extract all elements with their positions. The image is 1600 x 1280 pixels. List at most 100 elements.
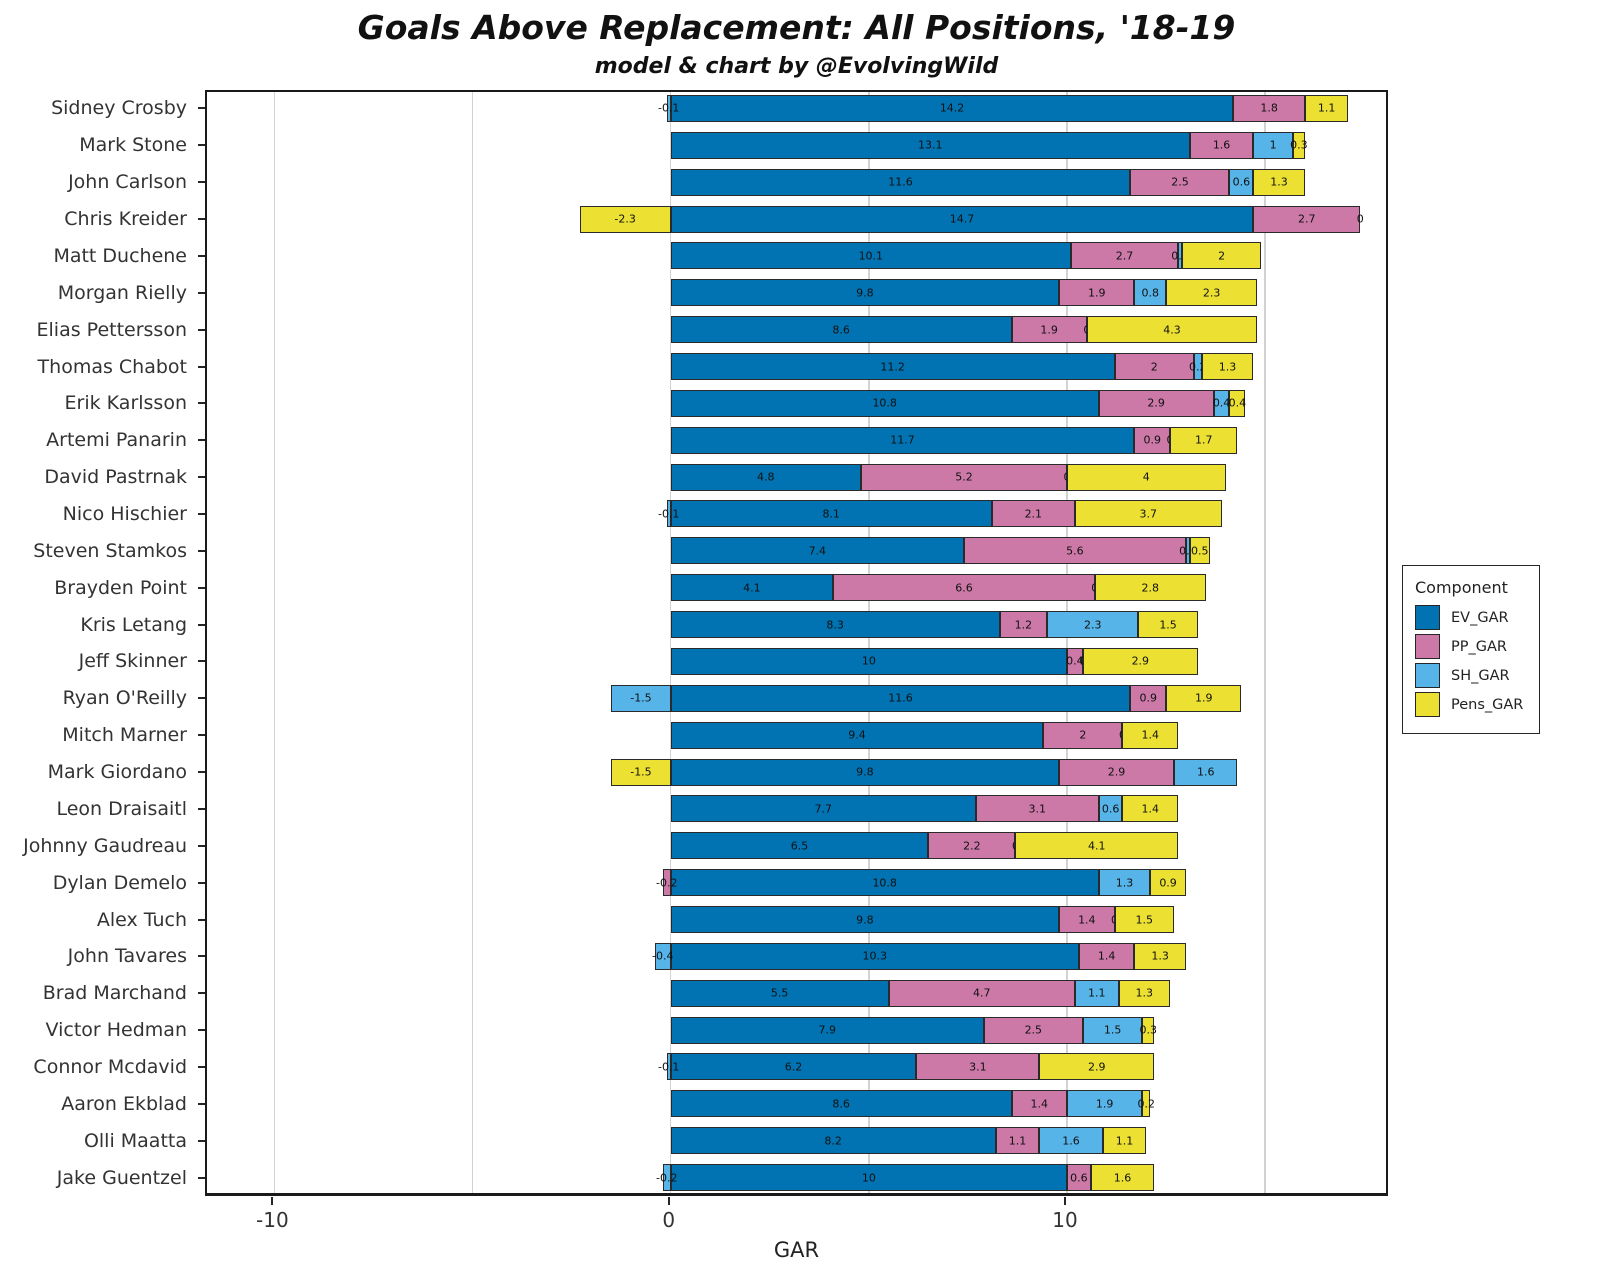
player-name-label: Brad Marchand xyxy=(42,982,187,1005)
legend-entry-ev: EV_GAR xyxy=(1415,605,1523,630)
bar-segment-pp xyxy=(1059,758,1174,786)
y-axis-labels: Sidney Crosby Mark Stone John Carlson Chris… xyxy=(0,90,197,1196)
bar-segment-pens xyxy=(1142,1090,1151,1118)
legend-label: Pens_GAR xyxy=(1451,696,1524,713)
y-tick xyxy=(198,771,205,774)
bar-segment-pp xyxy=(1070,242,1178,270)
player-name-label: Chris Kreider xyxy=(64,208,187,231)
y-tick xyxy=(198,1139,205,1142)
y-tick xyxy=(198,807,205,810)
bar-row: 8.61.904.3 xyxy=(207,316,1386,344)
bar-segment-pp xyxy=(1011,1090,1067,1118)
bar-segment-pp xyxy=(975,795,1099,823)
y-tick xyxy=(198,365,205,368)
bar-segment-pens xyxy=(1150,869,1186,897)
bar-segment-pens xyxy=(611,758,671,786)
bar-segment-pp xyxy=(916,1053,1040,1081)
bar-segment-pens xyxy=(1039,1053,1155,1081)
bar-segment-pens xyxy=(1094,574,1206,602)
bar-segment-sh xyxy=(1185,537,1190,565)
player-name-label: Olli Maatta xyxy=(83,1129,187,1152)
bar-segment-pens xyxy=(1134,942,1186,970)
gridline xyxy=(273,92,276,1193)
bar-segment-ev xyxy=(670,242,1071,270)
bar-segment-pp xyxy=(1067,647,1083,675)
bar-segment-pp xyxy=(1134,426,1171,454)
bar-segment-pp xyxy=(1114,353,1194,380)
legend-entries: EV_GAR PP_GAR SH_GAR Pens_GAR xyxy=(1415,605,1523,717)
bar-segment-ev xyxy=(670,795,976,823)
bar-row: 4.85.204 xyxy=(207,463,1386,491)
player-name-label: Alex Tuch xyxy=(96,908,187,931)
player-name-label: John Tavares xyxy=(67,945,187,968)
bar-segment-pp xyxy=(662,869,671,897)
bar-segment-pens xyxy=(1166,684,1242,712)
gridline xyxy=(1264,92,1266,1193)
bar-segment-sh xyxy=(1039,1127,1103,1155)
bar-segment-ev xyxy=(670,942,1079,970)
player-name-label: Thomas Chabot xyxy=(37,355,187,378)
y-tick xyxy=(198,1029,205,1032)
bar-segment-ev xyxy=(670,1164,1067,1192)
bar-row: 14.7 2.7 0 -2.3 xyxy=(207,205,1386,233)
bar-segment-sh xyxy=(1174,758,1238,786)
player-name-label: Aaron Ekblad xyxy=(61,1092,187,1115)
bar-segment-ev xyxy=(670,684,1131,712)
legend-entry-pp: PP_GAR xyxy=(1415,634,1523,659)
bar-segment-sh xyxy=(1082,1016,1143,1044)
bar-row: 8.6 1.4 1.9 0.2 xyxy=(207,1090,1386,1118)
bar-segment-ev xyxy=(670,721,1044,749)
player-name-label: Morgan Rielly xyxy=(57,281,187,304)
legend-entry-pens: Pens_GAR xyxy=(1415,692,1523,717)
bar-segment-sh xyxy=(654,942,671,970)
player-name-label: Jake Guentzel xyxy=(56,1166,187,1189)
bar-segment-pens xyxy=(1201,353,1254,380)
bar-segment-ev xyxy=(670,979,889,1007)
chart-title: Goals Above Replacement: All Positions, … xyxy=(357,8,1236,47)
player-name-label: Dylan Demelo xyxy=(52,871,187,894)
bar-segment-pens xyxy=(1253,168,1305,196)
chart-subtitle: model & chart by @EvolvingWild xyxy=(594,54,999,79)
bar-segment-sh xyxy=(611,684,671,712)
player-name-label: Ryan O'Reilly xyxy=(62,687,187,710)
player-name-label: Jeff Skinner xyxy=(78,650,187,673)
y-tick xyxy=(198,291,205,294)
bar-row: 7.9 2.5 1.5 0.3 xyxy=(207,1016,1386,1044)
bar-segment-pp xyxy=(995,1127,1040,1155)
bar-segment-ev xyxy=(670,869,1099,897)
y-tick xyxy=(198,992,205,995)
bar-row: 11.70.901.7 xyxy=(207,426,1386,454)
player-name-label: Mark Stone xyxy=(79,134,187,157)
y-tick xyxy=(198,1176,205,1179)
x-tick-label: -10 xyxy=(256,1208,289,1232)
bar-row: 10 0.6 -0.2 1.6 xyxy=(207,1164,1386,1192)
player-name-label: John Carlson xyxy=(68,171,187,194)
legend-label: EV_GAR xyxy=(1451,609,1509,626)
player-name-label: Johnny Gaudreau xyxy=(23,834,187,857)
bar-row: 4.16.602.8 xyxy=(207,574,1386,602)
player-name-label: Elias Pettersson xyxy=(36,318,187,341)
bar-segment-pens xyxy=(1138,611,1198,639)
y-tick xyxy=(198,476,205,479)
bar-segment-pens xyxy=(1114,906,1174,933)
bar-segment-pens xyxy=(1122,795,1178,823)
y-tick xyxy=(198,844,205,847)
legend-swatch-sh xyxy=(1415,663,1440,688)
bar-segment-pens xyxy=(1181,242,1262,270)
player-name-label: Artemi Panarin xyxy=(46,429,187,452)
bar-segment-pp xyxy=(1059,279,1135,307)
gridline xyxy=(669,92,672,1193)
legend: Component EV_GAR PP_GAR SH_GAR Pens_GAR xyxy=(1402,565,1541,734)
bar-segment-pp xyxy=(999,611,1048,639)
bar-segment-ev xyxy=(670,611,1000,639)
bar-segment-ev xyxy=(670,1127,996,1155)
bar-segment-sh xyxy=(1229,168,1254,196)
bar-segment-ev xyxy=(670,168,1131,196)
bar-segment-pens xyxy=(1074,500,1222,528)
gridline xyxy=(868,92,870,1193)
bar-segment-pp xyxy=(963,537,1186,565)
y-tick xyxy=(198,623,205,626)
y-tick xyxy=(198,734,205,737)
bar-row: 14.2 1.8 -0.1 1.1 xyxy=(207,94,1386,122)
bar-segment-ev xyxy=(670,463,861,491)
